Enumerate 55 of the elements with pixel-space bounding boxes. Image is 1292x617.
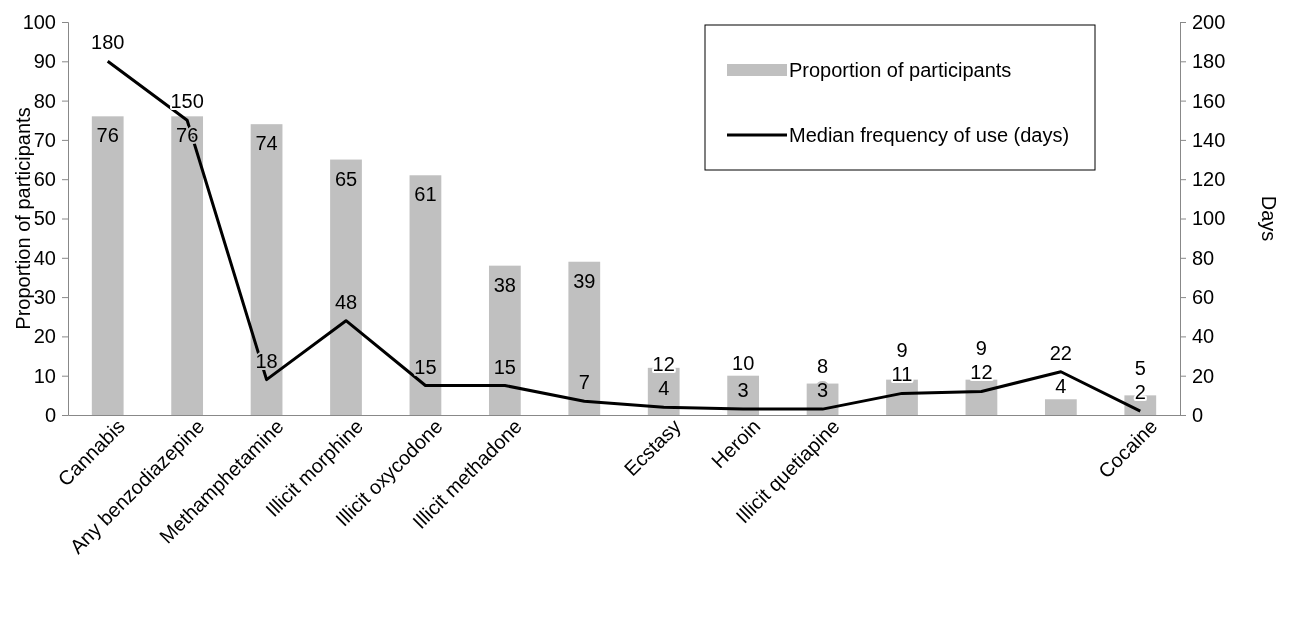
data-label: 10 <box>732 351 755 374</box>
data-label: 4 <box>658 377 670 400</box>
data-label: 22 <box>1049 341 1072 364</box>
y2-tick-label: 40 <box>1192 325 1215 348</box>
y-tick-label: 90 <box>33 50 56 73</box>
y2-tick-label: 160 <box>1192 89 1226 112</box>
data-label: 8 <box>817 355 829 378</box>
y-axis-title: Proportion of participants <box>12 107 34 330</box>
y-tick-label: 60 <box>33 168 56 191</box>
data-label: 15 <box>493 355 516 378</box>
y2-tick-label: 100 <box>1192 207 1226 230</box>
y2-tick-label: 200 <box>1192 10 1226 33</box>
y2-tick-label: 60 <box>1192 286 1215 308</box>
data-label: 61 <box>414 183 437 206</box>
data-label: 12 <box>652 353 675 376</box>
data-label: 2 <box>1134 381 1146 404</box>
y2-tick-label: 0 <box>1192 403 1204 426</box>
y-tick-label: 0 <box>44 403 56 426</box>
y-tick-label: 70 <box>33 128 56 151</box>
data-label: 150 <box>170 90 204 113</box>
legend-label: Proportion of participants <box>789 59 1012 81</box>
data-label: 65 <box>334 167 358 190</box>
y-tick-label: 80 <box>33 89 56 112</box>
data-label: 11 <box>891 363 913 386</box>
y-tick-label: 10 <box>33 364 56 387</box>
bar <box>1044 399 1077 415</box>
y2-tick-label: 20 <box>1192 364 1215 387</box>
y-tick-label: 40 <box>33 246 56 269</box>
y2-tick-label: 140 <box>1192 128 1226 151</box>
y-tick-label: 30 <box>33 286 56 308</box>
legend-label: Median frequency of use (days) <box>789 124 1070 146</box>
data-label: 39 <box>573 269 596 292</box>
bar <box>171 116 204 415</box>
y2-tick-label: 80 <box>1192 246 1215 269</box>
data-label: 9 <box>896 339 908 362</box>
bar <box>91 116 124 415</box>
y-tick-label: 50 <box>33 207 56 230</box>
data-label: 7 <box>578 371 590 394</box>
data-label: 38 <box>493 273 516 296</box>
y2-tick-label: 180 <box>1192 50 1226 73</box>
data-label: 3 <box>817 379 829 402</box>
data-label: 5 <box>1134 357 1146 380</box>
data-label: 76 <box>96 124 119 147</box>
data-label: 180 <box>91 31 125 54</box>
y2-tick-label: 120 <box>1192 168 1226 191</box>
y2-axis-title: Days <box>1258 195 1280 242</box>
data-label: 3 <box>737 379 749 402</box>
data-label: 9 <box>975 337 987 360</box>
y-tick-label: 100 <box>22 10 56 33</box>
data-label: 15 <box>414 355 437 378</box>
y-tick-label: 20 <box>33 325 56 348</box>
data-label: 12 <box>970 361 993 384</box>
data-label: 48 <box>334 290 358 313</box>
data-label: 4 <box>1055 375 1067 398</box>
data-label: 74 <box>255 132 278 155</box>
